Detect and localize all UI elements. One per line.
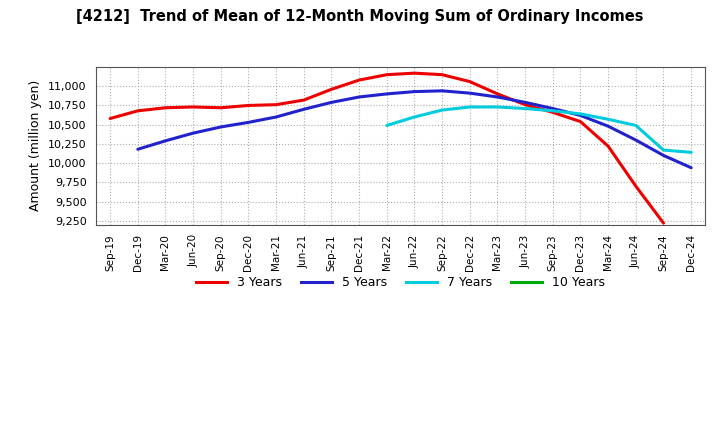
3 Years [438,72,446,77]
7 Years [604,117,613,122]
3 Years [521,102,529,107]
3 Years [631,183,640,189]
7 Years [382,123,391,128]
7 Years [549,108,557,114]
7 Years [438,107,446,113]
5 Years [438,88,446,93]
3 Years [272,102,281,107]
5 Years [133,147,142,152]
7 Years [660,147,668,153]
7 Years [466,104,474,110]
5 Years [217,125,225,130]
5 Years [189,131,197,136]
5 Years [382,91,391,96]
5 Years [604,124,613,129]
5 Years [272,114,281,120]
3 Years [355,77,364,83]
7 Years [687,150,696,155]
7 Years [410,114,419,120]
3 Years [161,105,170,110]
5 Years [660,153,668,158]
5 Years [244,120,253,125]
3 Years [133,108,142,114]
5 Years [355,94,364,99]
5 Years [576,113,585,118]
3 Years [189,104,197,110]
3 Years [549,110,557,115]
Line: 3 Years: 3 Years [110,73,664,223]
3 Years [466,79,474,84]
7 Years [493,104,502,110]
Text: [4212]  Trend of Mean of 12-Month Moving Sum of Ordinary Incomes: [4212] Trend of Mean of 12-Month Moving … [76,9,644,24]
5 Years [300,106,308,112]
3 Years [244,103,253,108]
3 Years [410,70,419,76]
5 Years [161,138,170,143]
5 Years [549,106,557,111]
3 Years [660,220,668,226]
3 Years [604,143,613,149]
5 Years [410,89,419,94]
3 Years [327,87,336,92]
Legend: 3 Years, 5 Years, 7 Years, 10 Years: 3 Years, 5 Years, 7 Years, 10 Years [191,271,611,294]
7 Years [576,111,585,117]
5 Years [631,137,640,143]
3 Years [300,97,308,103]
7 Years [631,123,640,128]
3 Years [382,72,391,77]
Y-axis label: Amount (million yen): Amount (million yen) [30,80,42,212]
Line: 7 Years: 7 Years [387,107,691,152]
5 Years [466,91,474,96]
5 Years [521,100,529,105]
5 Years [687,165,696,170]
Line: 5 Years: 5 Years [138,91,691,168]
3 Years [493,91,502,96]
5 Years [493,94,502,99]
5 Years [327,100,336,105]
3 Years [576,119,585,124]
3 Years [217,105,225,110]
7 Years [521,106,529,111]
3 Years [106,116,114,121]
